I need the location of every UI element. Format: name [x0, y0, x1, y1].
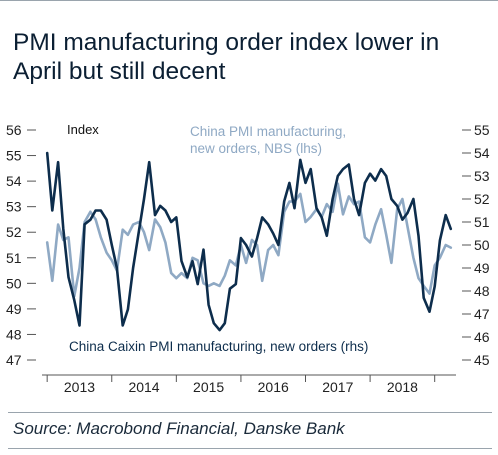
axes-group: 47 48 49 50 51 52 53 54 55 56 45 46 47 48 49 50 51 52 53 54… — [6, 122, 490, 395]
x-tick-label: 2013 — [64, 379, 95, 395]
right-tick-label: 46 — [474, 329, 490, 345]
nbs-annotation-line-2: new orders, NBS (lhs) — [190, 141, 322, 156]
caixin-annotation: China Caixin PMI manufacturing, new orde… — [69, 339, 368, 354]
series-lines — [45, 151, 453, 332]
left-tick-label: 49 — [6, 301, 22, 317]
left-tick-label: 56 — [6, 122, 22, 138]
right-tick-label: 48 — [474, 283, 490, 299]
chart-area: 47 48 49 50 51 52 53 54 55 56 45 46 47 48 49 50 51 52 53 54… — [0, 112, 498, 412]
left-tick-label: 55 — [6, 148, 22, 164]
left-tick-label: 52 — [6, 224, 22, 240]
pmi-line-chart: 47 48 49 50 51 52 53 54 55 56 45 46 47 48 49 50 51 52 53 54… — [6, 122, 490, 395]
left-tick-label: 48 — [6, 326, 22, 342]
left-axis-label: Index — [67, 122, 99, 137]
source-note: Source: Macrobond Financial, Danske Bank — [13, 419, 345, 438]
right-tick-label: 49 — [474, 260, 490, 276]
left-tick-label: 51 — [6, 250, 22, 266]
left-tick-label: 54 — [6, 173, 22, 189]
right-tick-label: 45 — [474, 352, 490, 368]
nbs-series-line — [45, 182, 453, 298]
chart-title: PMI manufacturing order index lower in A… — [13, 29, 440, 85]
right-tick-label: 52 — [474, 191, 490, 207]
right-tick-label: 50 — [474, 237, 490, 253]
x-tick-label: 2017 — [322, 379, 353, 395]
left-tick-label: 53 — [6, 199, 22, 215]
nbs-annotation-line-1: China PMI manufacturing, — [190, 124, 346, 139]
x-tick-label: 2018 — [387, 379, 418, 395]
left-tick-label: 50 — [6, 275, 22, 291]
right-tick-label: 54 — [474, 145, 490, 161]
footer-rule-bottom — [8, 448, 492, 449]
right-tick-label: 53 — [474, 168, 490, 184]
top-rule — [0, 0, 498, 1]
x-tick-label: 2015 — [193, 379, 224, 395]
right-tick-label: 47 — [474, 306, 490, 322]
left-tick-label: 47 — [6, 352, 22, 368]
footer-rule-top — [8, 412, 492, 413]
caixin-series-line — [45, 151, 453, 332]
right-tick-label: 51 — [474, 214, 490, 230]
right-tick-label: 55 — [474, 122, 490, 138]
x-tick-label: 2016 — [258, 379, 289, 395]
x-tick-label: 2014 — [128, 379, 159, 395]
